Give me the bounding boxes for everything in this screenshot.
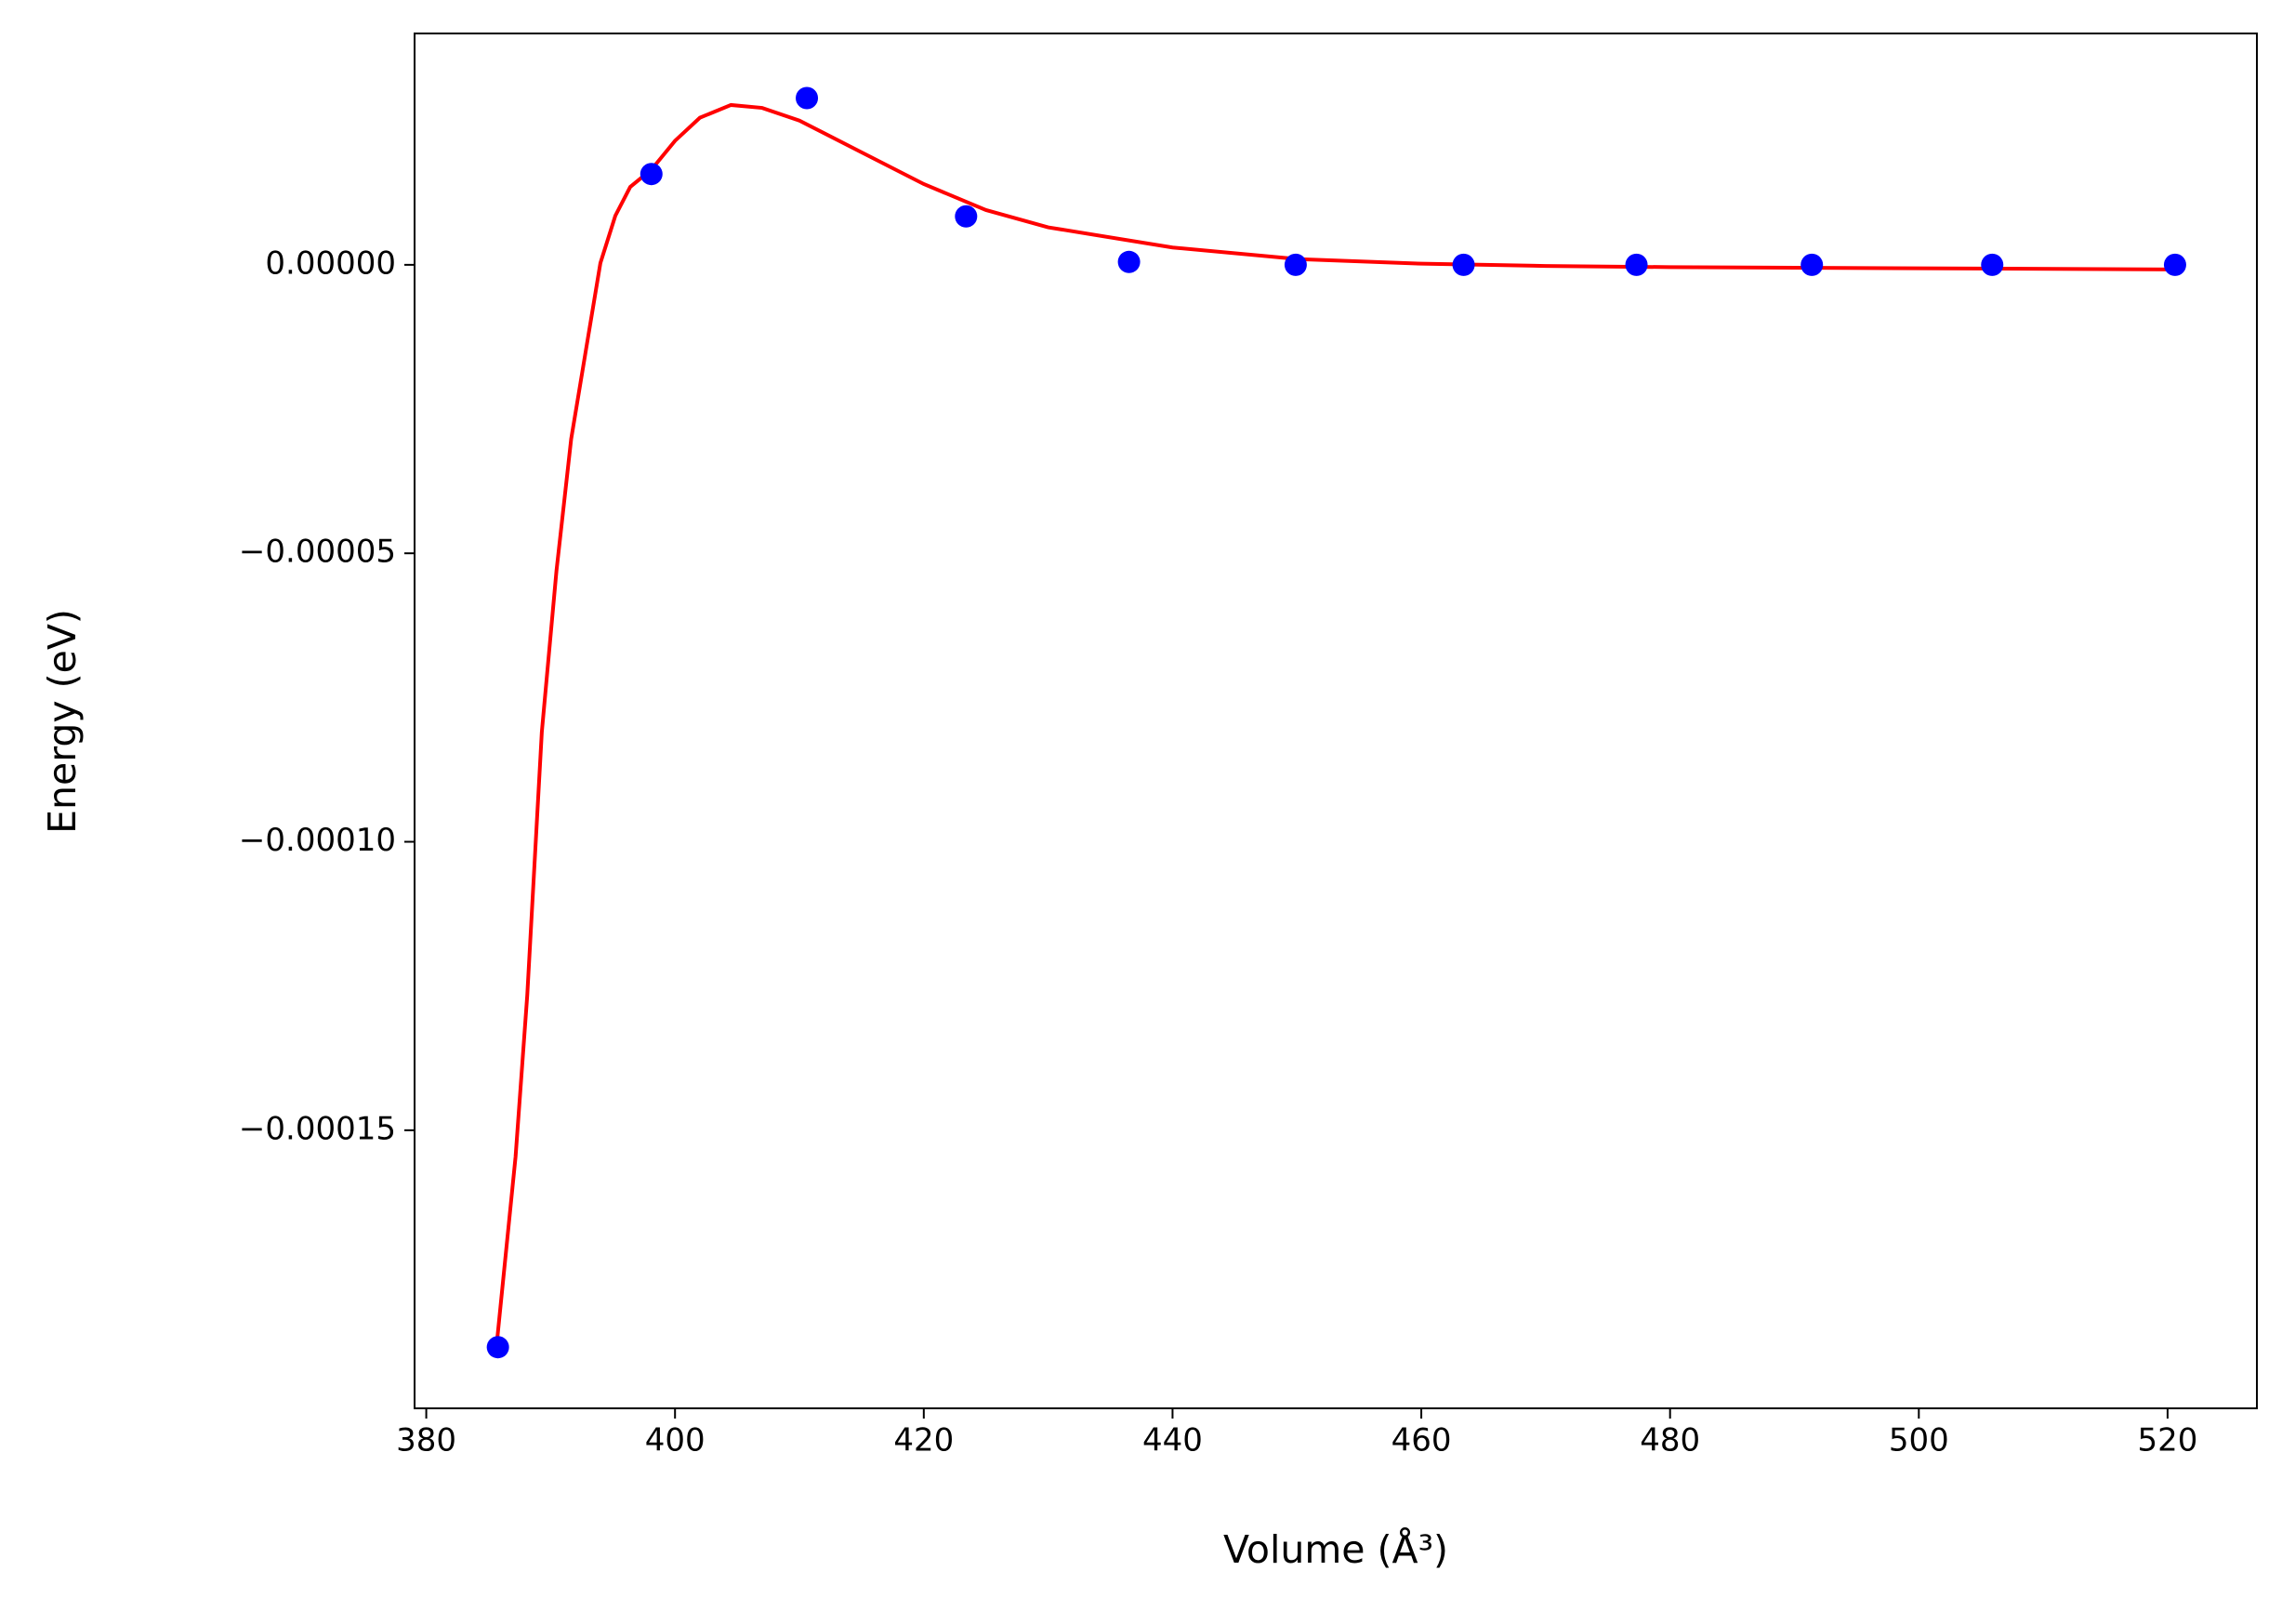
x-axis-label: Volume (Å³) (1223, 1527, 1448, 1572)
fit-line (495, 102, 2175, 1340)
y-tick-label: −0.00005 (239, 534, 396, 571)
x-tick-label: 480 (1640, 1422, 1700, 1459)
data-point (640, 163, 663, 186)
x-tick-label: 460 (1392, 1422, 1452, 1459)
y-tick-label: −0.00015 (239, 1110, 396, 1147)
y-tick-label: −0.00010 (239, 822, 396, 859)
data-point (1284, 253, 1307, 276)
x-tick-label: 440 (1142, 1422, 1203, 1459)
y-tick-label: 0.00000 (265, 244, 396, 282)
data-point (955, 205, 978, 228)
x-tick-label: 500 (1889, 1422, 1949, 1459)
data-point (1800, 253, 1824, 276)
data-point (796, 86, 819, 110)
x-tick-label: 380 (396, 1422, 456, 1459)
data-point (1452, 253, 1475, 276)
plot-frame (414, 33, 2258, 1409)
x-tick-label: 400 (645, 1422, 706, 1459)
y-axis-label: Energy (eV) (40, 609, 85, 834)
data-point (1625, 253, 1648, 276)
x-tick-label: 420 (893, 1422, 954, 1459)
data-point (2163, 253, 2186, 276)
data-point (1981, 253, 2004, 276)
x-tick-label: 520 (2137, 1422, 2197, 1459)
data-point (486, 1336, 509, 1359)
data-point (1117, 250, 1141, 273)
